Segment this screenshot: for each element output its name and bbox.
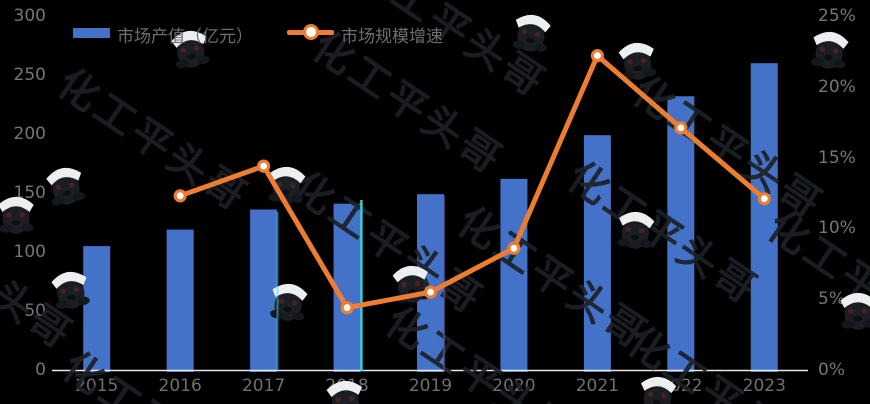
y-left-tick-0: 0 — [35, 360, 46, 380]
growth-marker — [340, 301, 354, 315]
y-right-tick-0%: 0% — [818, 360, 845, 380]
x-tick-2017: 2017 — [241, 376, 286, 396]
legend-bar-label[interactable]: 市场产值（亿元） — [117, 27, 253, 47]
bar-2021 — [583, 135, 611, 372]
bar-2023 — [750, 63, 778, 372]
y-left-tick-300: 300 — [13, 6, 46, 26]
growth-marker — [257, 159, 271, 173]
y-right-tick-10%: 10% — [818, 218, 856, 239]
growth-marker — [674, 121, 688, 135]
growth-marker — [507, 241, 521, 255]
y-right-tick-20%: 20% — [818, 76, 856, 97]
legend-line-swatch — [287, 24, 334, 40]
x-tick-2023: 2023 — [742, 376, 786, 396]
growth-marker — [423, 285, 438, 299]
y-left-tick-250: 250 — [13, 65, 46, 85]
legend-line-label[interactable]: 市场规模增速 — [341, 27, 443, 47]
growth-marker — [173, 189, 187, 203]
y-left-tick-100: 100 — [13, 242, 46, 262]
x-tick-2016: 2016 — [158, 376, 202, 396]
legend-line-marker-icon — [303, 24, 319, 40]
cyan-sliver-2017 — [276, 212, 279, 371]
growth-line — [179, 51, 766, 311]
x-tick-2021: 2021 — [575, 376, 619, 396]
y-right-tick-5%: 5% — [818, 289, 845, 310]
y-left-tick-50: 50 — [24, 301, 46, 321]
y-right-tick-15%: 15% — [818, 147, 856, 168]
bar-2015 — [83, 246, 111, 372]
bar-2022 — [667, 96, 695, 373]
y-right-tick-25%: 25% — [818, 6, 856, 26]
bar-2016 — [166, 229, 194, 372]
x-tick-2015: 2015 — [75, 376, 119, 396]
x-tick-2019: 2019 — [408, 376, 453, 396]
growth-marker — [590, 49, 604, 63]
growth-marker — [757, 192, 771, 206]
chart-legend: 市场产值（亿元） 市场规模增速 — [0, 0, 870, 60]
bar-2020 — [500, 178, 528, 372]
y-left-tick-200: 200 — [13, 124, 46, 144]
legend-bar-swatch — [73, 28, 110, 38]
cyan-sliver-2018 — [360, 200, 363, 371]
x-tick-2020: 2020 — [492, 376, 536, 396]
